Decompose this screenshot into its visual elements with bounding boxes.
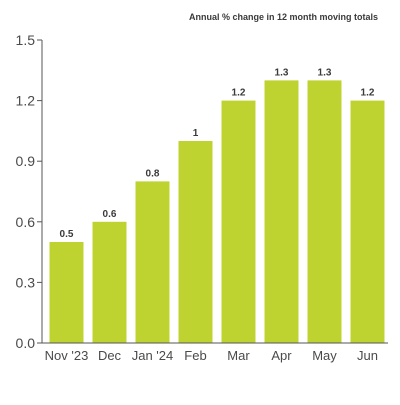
bar xyxy=(178,141,213,343)
bar xyxy=(307,80,342,344)
bar xyxy=(264,80,299,344)
data-label: 1.2 xyxy=(361,88,375,99)
bar xyxy=(49,242,84,343)
data-label: 0.6 xyxy=(103,209,117,220)
bars xyxy=(49,80,385,344)
y-tick-label: 1.5 xyxy=(16,32,36,48)
y-tick-label: 0.0 xyxy=(16,335,36,351)
data-label: 0.8 xyxy=(146,168,160,179)
x-tick-label: Jan '24 xyxy=(132,348,174,363)
data-label: 1.2 xyxy=(232,88,246,99)
x-tick-label: May xyxy=(312,348,337,363)
data-label: 1 xyxy=(193,128,199,139)
bar xyxy=(135,181,170,343)
x-tick-label: Feb xyxy=(184,348,206,363)
data-labels: 0.5 0.6 0.8 1 1.2 1.3 1.3 1.2 xyxy=(60,67,375,240)
bar xyxy=(92,221,127,343)
y-tick-label: 1.2 xyxy=(16,93,36,109)
y-axis: 0.0 0.3 0.6 0.9 1.2 1.5 xyxy=(16,32,43,351)
data-label: 1.3 xyxy=(318,67,332,78)
chart-title: Annual % change in 12 month moving total… xyxy=(188,12,378,22)
x-tick-label: Dec xyxy=(98,348,122,363)
x-axis: Nov '23 Dec Jan '24 Feb Mar Apr May Jun xyxy=(42,342,388,363)
y-tick-label: 0.6 xyxy=(16,214,36,230)
x-tick-label: Jun xyxy=(357,348,378,363)
x-tick-label: Mar xyxy=(227,348,250,363)
bar xyxy=(221,100,256,343)
x-tick-label: Nov '23 xyxy=(45,348,89,363)
y-tick-label: 0.3 xyxy=(16,274,36,290)
bar xyxy=(350,100,385,343)
data-label: 0.5 xyxy=(60,229,74,240)
x-tick-label: Apr xyxy=(271,348,292,363)
data-label: 1.3 xyxy=(275,67,289,78)
y-tick-label: 0.9 xyxy=(16,153,36,169)
